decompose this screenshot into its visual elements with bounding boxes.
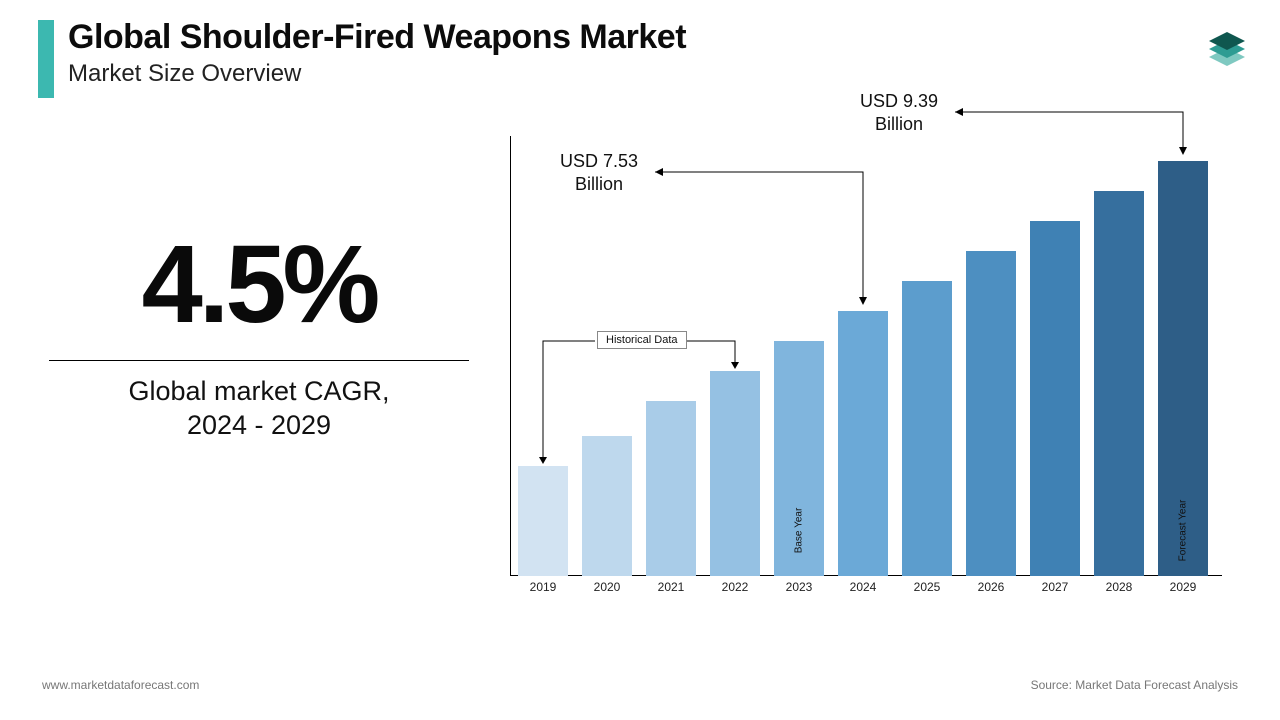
cagr-block: 4.5% Global market CAGR, 2024 - 2029 bbox=[44, 230, 474, 443]
bar-col bbox=[710, 371, 760, 576]
bar-col bbox=[1094, 191, 1144, 576]
bar-col bbox=[966, 251, 1016, 576]
bar-annotation: Base Year bbox=[794, 508, 805, 554]
bar-col: Base Year bbox=[774, 341, 824, 576]
callout-line2: Billion bbox=[560, 173, 638, 196]
x-axis-labels: 2019 2020 2021 2022 2023 2024 2025 2026 2027 2028… bbox=[518, 580, 1240, 600]
x-axis-tick-label: 2021 bbox=[646, 580, 696, 594]
page-subtitle: Market Size Overview bbox=[68, 60, 301, 88]
bar bbox=[582, 436, 632, 576]
bar-annotation: Forecast Year bbox=[1178, 500, 1189, 562]
brand-logo-icon bbox=[1202, 22, 1252, 72]
footer-url: www.marketdataforecast.com bbox=[42, 678, 199, 692]
x-axis-tick-label: 2027 bbox=[1030, 580, 1080, 594]
bar bbox=[838, 311, 888, 576]
callout-line1: USD 9.39 bbox=[860, 90, 938, 113]
chart-callout: USD 7.53Billion bbox=[560, 150, 638, 195]
y-axis bbox=[510, 136, 511, 576]
bar-col bbox=[518, 466, 568, 576]
bar bbox=[518, 466, 568, 576]
x-axis-tick-label: 2029 bbox=[1158, 580, 1208, 594]
historical-data-chip: Historical Data bbox=[597, 331, 687, 349]
bar-col bbox=[1030, 221, 1080, 576]
footer-source: Source: Market Data Forecast Analysis bbox=[1031, 678, 1238, 692]
cagr-value: 4.5% bbox=[44, 230, 474, 340]
bar bbox=[710, 371, 760, 576]
bar bbox=[646, 401, 696, 576]
callout-line2: Billion bbox=[860, 113, 938, 136]
page-title: Global Shoulder-Fired Weapons Market bbox=[68, 18, 686, 57]
bar-col: Forecast Year bbox=[1158, 161, 1208, 576]
cagr-label-line2: 2024 - 2029 bbox=[44, 409, 474, 443]
x-axis-tick-label: 2025 bbox=[902, 580, 952, 594]
x-axis-tick-label: 2023 bbox=[774, 580, 824, 594]
bar bbox=[902, 281, 952, 576]
x-axis-tick-label: 2020 bbox=[582, 580, 632, 594]
chart-bars: Base Year Forecast Year bbox=[518, 136, 1222, 576]
bar bbox=[1094, 191, 1144, 576]
bar bbox=[966, 251, 1016, 576]
header-accent-bar bbox=[38, 20, 54, 98]
bar bbox=[1030, 221, 1080, 576]
chart-callout: USD 9.39Billion bbox=[860, 90, 938, 135]
bar-col bbox=[646, 401, 696, 576]
x-axis-tick-label: 2019 bbox=[518, 580, 568, 594]
page: Global Shoulder-Fired Weapons Market Mar… bbox=[0, 0, 1280, 720]
cagr-divider bbox=[49, 360, 469, 361]
x-axis-tick-label: 2024 bbox=[838, 580, 888, 594]
x-axis-tick-label: 2026 bbox=[966, 580, 1016, 594]
callout-line1: USD 7.53 bbox=[560, 150, 638, 173]
bar-col bbox=[582, 436, 632, 576]
chart-axes: Base Year Forecast Year bbox=[510, 136, 1222, 576]
bar-col bbox=[838, 311, 888, 576]
bar-col bbox=[902, 281, 952, 576]
bar-chart: Base YearForecast Year 20192020202120222… bbox=[510, 90, 1240, 630]
cagr-label-line1: Global market CAGR, bbox=[44, 375, 474, 409]
x-axis-tick-label: 2028 bbox=[1094, 580, 1144, 594]
x-axis-tick-label: 2022 bbox=[710, 580, 760, 594]
